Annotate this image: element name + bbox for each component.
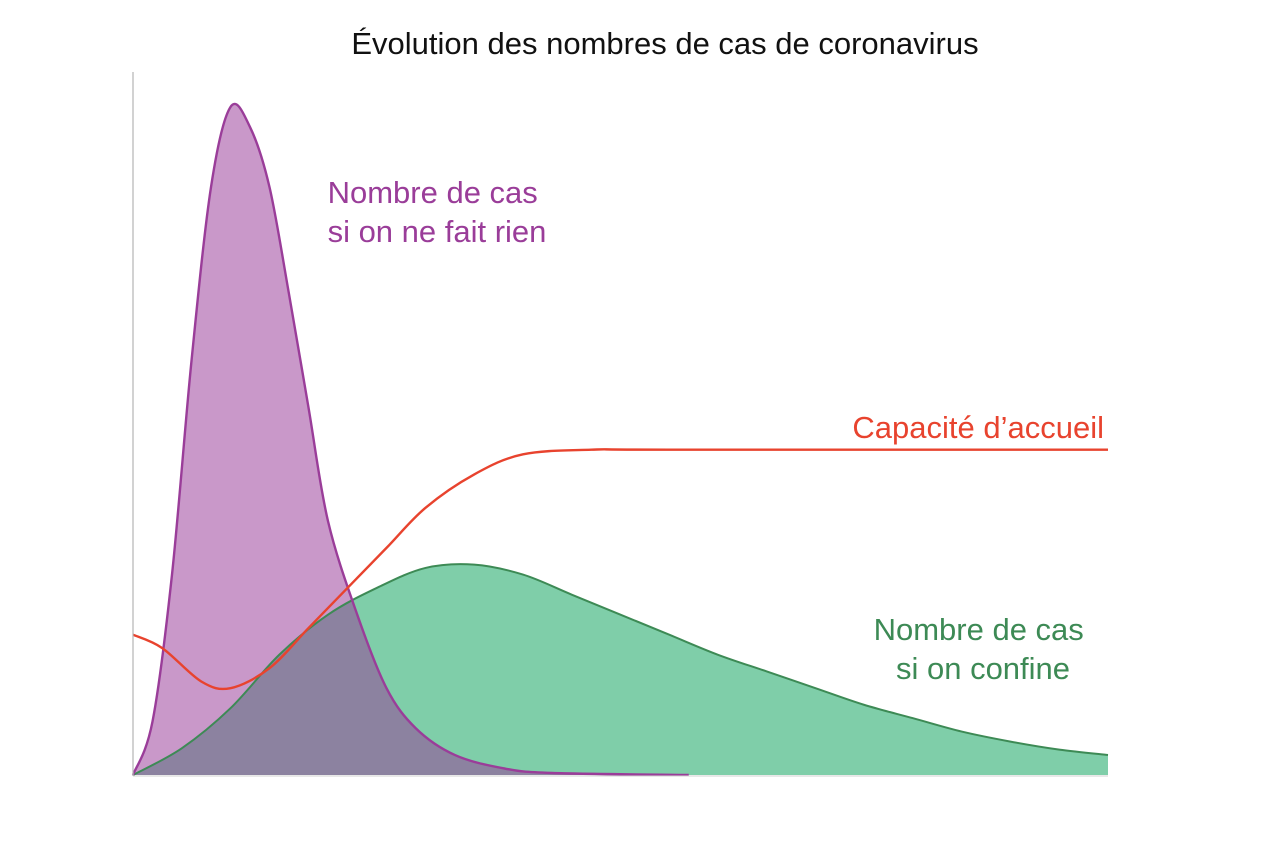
chart-title: Évolution des nombres de cas de coronavi… [351,26,978,61]
series-rien-line [131,102,689,777]
label-rien: Nombre de cas si on ne fait rien [328,175,547,249]
label-confine: Nombre de cas si on confine [874,612,1093,686]
label-capacite-line-1: Capacité d’accueil [852,410,1104,445]
series-confine-line [132,563,1109,776]
label-rien-line-1: Nombre de cas [328,175,538,210]
series-layer [131,102,1109,777]
area-rien-fill [133,103,689,776]
label-confine-line-2: si on confine [896,651,1070,686]
series-capacite-line [132,448,1108,691]
label-confine-line-1: Nombre de cas [874,612,1084,647]
label-capacite: Capacité d’accueil [852,410,1104,445]
label-rien-line-2: si on ne fait rien [328,214,547,249]
